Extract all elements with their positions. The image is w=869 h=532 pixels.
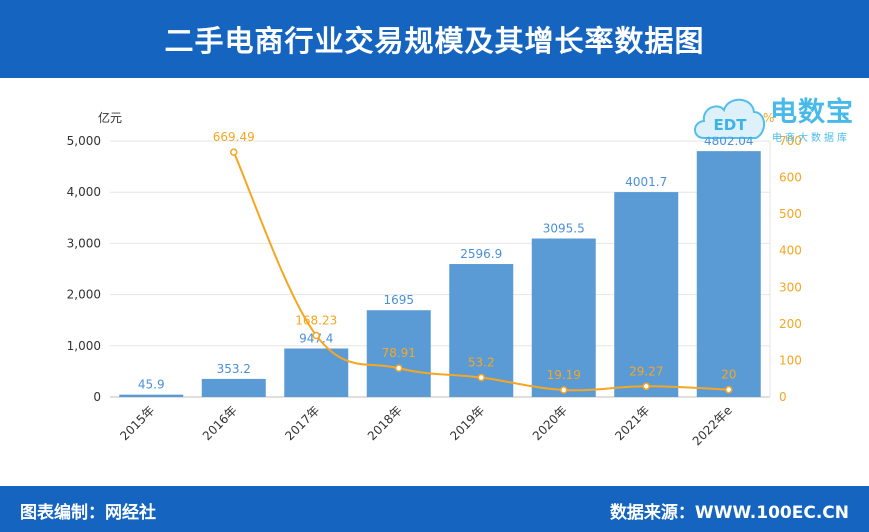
watermark-brand: 电数宝 [770, 97, 854, 128]
y-right-tick-label: 100 [779, 353, 802, 367]
bar [531, 238, 596, 397]
footer-source: 数据来源：WWW.100EC.CN [609, 503, 849, 523]
bar-value-label: 2596.9 [460, 247, 502, 261]
line-value-label: 78.91 [382, 346, 416, 360]
y-left-tick-label: 0 [93, 390, 101, 404]
x-tick-label: 2019年 [447, 403, 487, 443]
bar [119, 394, 184, 397]
line-point [312, 331, 320, 340]
x-tick-label: 2017年 [282, 403, 322, 443]
chart: 0 1,000 2,000 3,000 4,000 5,000 0 100 200 300 400 5… [67, 110, 802, 448]
bar [366, 310, 431, 397]
y-left-tick-label: 2,000 [67, 288, 101, 302]
footer-credit: 图表编制：网经社 [20, 503, 156, 523]
y-left-axis-title: 亿元 [98, 110, 122, 125]
bar [696, 151, 761, 397]
bar-value-label: 353.2 [217, 362, 251, 376]
y-right-tick-label: 200 [779, 317, 802, 331]
line-point [642, 382, 650, 391]
watermark-logo: EDT 电数宝 电商大数据库 [690, 88, 865, 150]
y-left-tick-label: 5,000 [67, 134, 101, 148]
line-value-label: 168.23 [295, 313, 337, 327]
line-point [230, 148, 238, 156]
line-value-label: 669.49 [213, 130, 255, 144]
line-point [725, 385, 733, 394]
chart-title: 二手电商行业交易规模及其增长率数据图 [164, 24, 705, 58]
line-value-label: 20 [721, 368, 736, 382]
cloud-logo-icon: EDT [694, 98, 765, 139]
watermark-tagline: 电商大数据库 [772, 133, 850, 144]
x-tick-label: 2021年 [612, 403, 652, 443]
x-tick-label: 2022年e [690, 403, 735, 448]
y-right-tick-label: 400 [779, 244, 802, 258]
x-tick-label: 2015年 [117, 403, 157, 443]
y-right-axis-title: % [763, 111, 774, 125]
y-left-tick-label: 1,000 [67, 339, 101, 353]
x-tick-label: 2020年 [530, 403, 570, 443]
line-point [560, 386, 568, 394]
footer-bar: 图表编制：网经社 数据来源：WWW.100EC.CN [0, 486, 869, 532]
bar-value-label: 3095.5 [543, 222, 585, 236]
y-right-tick-label: 300 [779, 280, 802, 294]
line-point [477, 373, 485, 382]
y-left-tick-label: 4,000 [67, 185, 101, 199]
bar-value-label: 1695 [383, 293, 414, 307]
svg-text:EDT: EDT [714, 116, 748, 134]
line-point [395, 364, 403, 372]
bar-value-label: 45.9 [138, 378, 165, 392]
line-value-label: 53.2 [468, 356, 495, 370]
y-right-tick-label: 500 [779, 207, 802, 221]
y-left-tick-label: 3,000 [67, 236, 101, 250]
line-value-label: 19.19 [547, 368, 581, 382]
x-tick-label: 2018年 [365, 403, 405, 443]
y-right-tick-label: 0 [779, 390, 787, 404]
bar-value-label: 4001.7 [625, 175, 667, 189]
x-tick-label: 2016年 [200, 403, 240, 443]
y-right-tick-label: 700 [779, 134, 802, 148]
bar [201, 378, 266, 397]
line-value-label: 29.27 [629, 364, 663, 378]
title-bar: 二手电商行业交易规模及其增长率数据图 [0, 0, 869, 78]
y-right-tick-label: 600 [779, 171, 802, 185]
bar [614, 192, 679, 397]
